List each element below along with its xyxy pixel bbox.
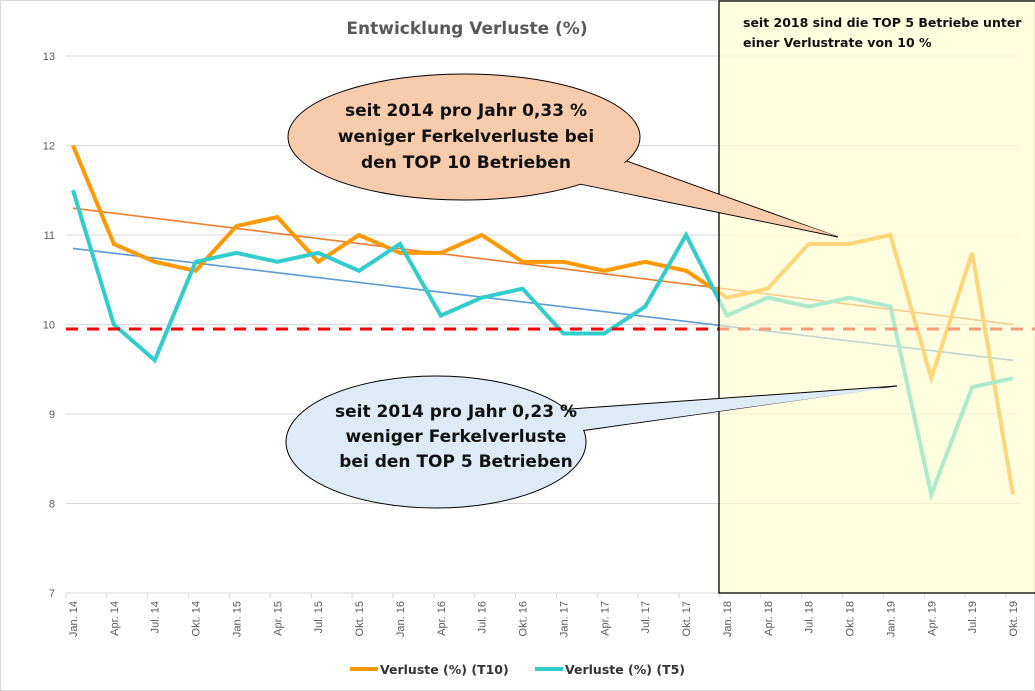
- x-tick-label: Apr. 14: [109, 601, 121, 636]
- x-tick-label: Apr. 16: [436, 601, 448, 636]
- y-tick-label: 8: [49, 499, 55, 511]
- highlight-box: seit 2018 sind die TOP 5 Betriebe unter e…: [718, 0, 1035, 594]
- x-tick-label: Apr. 15: [272, 601, 284, 636]
- y-tick-label: 10: [43, 320, 55, 332]
- y-tick-label: 12: [43, 141, 55, 153]
- x-tick-label: Jul. 16: [477, 601, 489, 633]
- x-tick-label: Jan. 16: [395, 601, 407, 637]
- legend: Verluste (%) (T10) Verluste (%) (T5): [350, 662, 685, 677]
- x-tick-label: Jul. 18: [804, 601, 816, 633]
- x-tick-label: Jan. 18: [722, 601, 734, 637]
- callout-text-top10: den TOP 10 Betrieben: [361, 153, 571, 173]
- x-tick-label: Jan. 14: [68, 601, 80, 637]
- x-tick-label: Okt. 16: [518, 601, 530, 636]
- x-tick-label: Apr. 17: [599, 601, 611, 636]
- callout-text-top5: bei den TOP 5 Betrieben: [339, 452, 573, 472]
- y-axis-ticks: 7 8 9 10 11 12 13: [43, 51, 55, 600]
- callout-bubble-top10: [287, 73, 641, 201]
- x-tick-label: Okt. 19: [1008, 601, 1020, 636]
- y-tick-label: 13: [43, 51, 55, 63]
- x-tick-label: Okt. 14: [191, 601, 203, 636]
- y-tick-label: 9: [49, 409, 55, 421]
- callouts: seit 2014 pro Jahr 0,33 % weniger Ferkelv…: [285, 73, 898, 509]
- callout-text-top5: seit 2014 pro Jahr 0,23 %: [335, 402, 577, 422]
- x-tick-label: Jan. 19: [885, 601, 897, 637]
- highlight-box-text: seit 2018 sind die TOP 5 Betriebe unter: [743, 15, 1022, 30]
- x-tick-label: Apr. 18: [763, 601, 775, 636]
- x-tick-label: Jul. 14: [150, 601, 162, 633]
- legend-label-t10: Verluste (%) (T10): [380, 662, 509, 677]
- y-tick-label: 7: [49, 588, 55, 600]
- x-tick-label: Jul. 15: [313, 601, 325, 633]
- highlight-box-text: einer Verlustrate von 10 %: [743, 35, 932, 50]
- highlight-box-rect: [718, 0, 1035, 594]
- x-axis: Jan. 14 Apr. 14 Jul. 14 Okt. 14 Jan. 15 Apr. …: [65, 592, 1020, 637]
- callout-pointer-fill: [572, 387, 895, 431]
- callout-bubble-top5: [285, 375, 587, 509]
- x-tick-label: Apr. 19: [926, 601, 938, 636]
- x-tick-label: Jul. 19: [967, 601, 979, 633]
- callout-text-top10: seit 2014 pro Jahr 0,33 %: [345, 101, 587, 121]
- x-tick-label: Jan. 17: [558, 601, 570, 637]
- chart-title: Entwicklung Verluste (%): [346, 19, 587, 39]
- callout-text-top10: weniger Ferkelverluste bei: [338, 127, 594, 147]
- x-tick-label: Okt. 18: [845, 601, 857, 636]
- x-tick-label: Okt. 15: [354, 601, 366, 636]
- y-tick-label: 11: [44, 230, 55, 242]
- legend-label-t5: Verluste (%) (T5): [565, 662, 685, 677]
- x-tick-label: Jul. 17: [640, 601, 652, 633]
- x-tick-label: Okt. 17: [681, 601, 693, 636]
- callout-pointer-fill: [577, 157, 836, 236]
- x-tick-label: Jan. 15: [231, 601, 243, 637]
- callout-text-top5: weniger Ferkelverluste: [346, 427, 567, 447]
